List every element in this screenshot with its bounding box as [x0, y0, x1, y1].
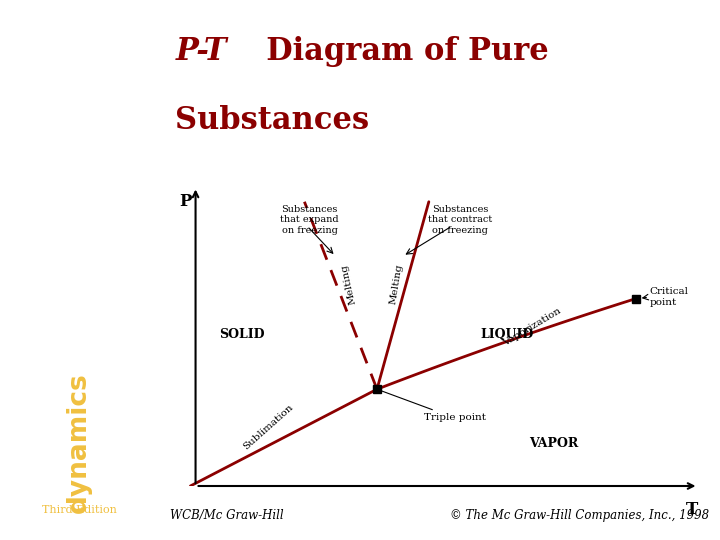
Text: Substances
that expand
on freezing: Substances that expand on freezing [280, 205, 339, 234]
Text: Thermo: Thermo [66, 256, 92, 370]
Text: Substances
that contract
on freezing: Substances that contract on freezing [428, 205, 492, 234]
Text: P: P [179, 193, 192, 210]
Text: Diagram of Pure: Diagram of Pure [246, 36, 549, 66]
Text: Vaporization: Vaporization [502, 307, 563, 348]
Text: Melting: Melting [389, 262, 405, 305]
Text: VAPOR: VAPOR [528, 437, 578, 450]
Text: 2-6: 2-6 [32, 30, 55, 43]
Text: © The Mc Graw-Hill Companies, Inc., 1998: © The Mc Graw-Hill Companies, Inc., 1998 [450, 509, 708, 522]
Text: WCB/Mc Graw-Hill: WCB/Mc Graw-Hill [170, 509, 283, 522]
Text: SOLID: SOLID [220, 328, 265, 341]
Text: LIQUID: LIQUID [481, 328, 534, 341]
Text: Substances: Substances [175, 105, 369, 136]
Text: Triple point: Triple point [379, 390, 486, 422]
Text: Çengel: Çengel [55, 144, 104, 158]
Text: Melting: Melting [340, 262, 357, 305]
Text: P-T: P-T [175, 36, 227, 66]
Text: Boles: Boles [60, 171, 99, 185]
Text: Critical
point: Critical point [649, 287, 688, 307]
Text: Third Edition: Third Edition [42, 505, 117, 515]
Text: Sublimation: Sublimation [241, 402, 295, 451]
Text: T: T [686, 501, 698, 518]
Text: dynamics: dynamics [66, 373, 92, 513]
